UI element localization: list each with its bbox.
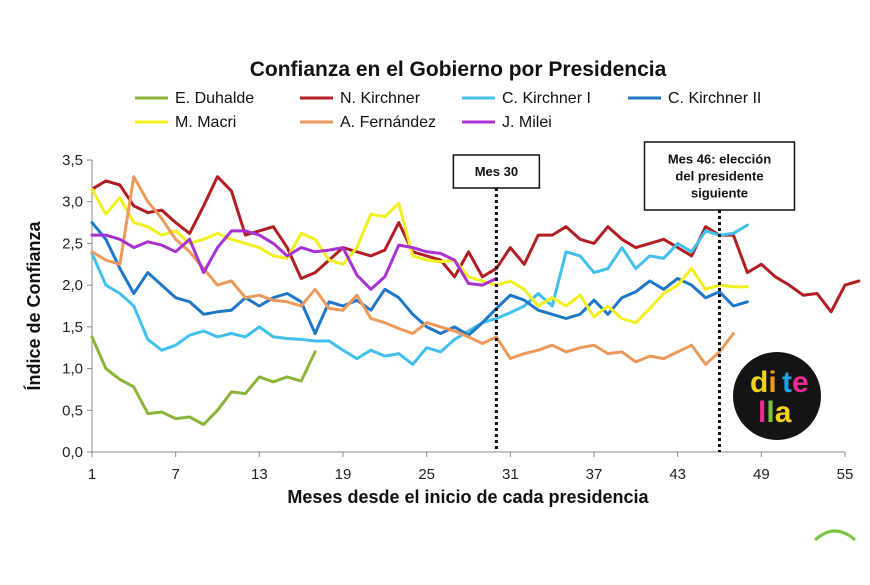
annotation-layer: Mes 30 Mes 46: elección del presidente sigu… (452, 141, 796, 452)
x-axis-title: Meses desde el inicio de cada presidenci… (287, 487, 649, 507)
series-line-e-duhalde (90, 335, 317, 426)
annotation-text: del presidente (675, 169, 763, 184)
x-tick-label: 31 (502, 466, 519, 483)
y-tick-label: 2,0 (62, 277, 83, 294)
y-tick-label: 1,0 (62, 361, 83, 378)
series-line-m-macri (90, 187, 749, 325)
y-tick-label: 0,0 (62, 444, 83, 461)
x-tick-label: 55 (837, 466, 854, 483)
legend: E. Duhalde N. Kirchner C. Kirchner I C. Kir… (135, 90, 761, 131)
ticks: 0,0 0,5 1,0 1,5 2,0 2,5 3,0 3,5 1 7 13 19 25 31 37 43 49… (62, 152, 853, 483)
x-tick-label: 7 (171, 466, 179, 483)
legend-label-c-kirchner-ii: C. Kirchner II (668, 90, 761, 107)
logo-text-lla: lla (758, 396, 792, 429)
legend-label-j-milei: J. Milei (502, 114, 552, 131)
series-line-c-kirchner-ii (90, 221, 749, 337)
y-tick-label: 1,5 (62, 319, 83, 336)
x-tick-label: 49 (753, 466, 770, 483)
annotation-text: Mes 46: elección (668, 152, 771, 167)
legend-label-e-duhalde: E. Duhalde (175, 90, 254, 107)
x-tick-label: 25 (418, 466, 435, 483)
logo-text-di: di (750, 366, 777, 399)
series-line-j-milei (90, 229, 498, 291)
x-tick-label: 43 (669, 466, 686, 483)
x-tick-label: 19 (335, 466, 352, 483)
y-tick-label: 2,5 (62, 235, 83, 252)
annotation-text: Mes 30 (475, 164, 518, 179)
annotation-text: siguiente (691, 186, 748, 201)
legend-label-a-fernandez: A. Fernández (340, 114, 436, 131)
y-tick-label: 3,0 (62, 194, 83, 211)
legend-label-n-kirchner: N. Kirchner (340, 90, 421, 107)
x-tick-label: 13 (251, 466, 268, 483)
corner-arc-decoration (813, 529, 857, 542)
series-line-c-kirchner-i (90, 223, 749, 366)
series-layer (90, 175, 861, 426)
x-tick-label: 1 (88, 466, 96, 483)
y-tick-label: 0,5 (62, 402, 83, 419)
chart-title: Confianza en el Gobierno por Presidencia (250, 58, 667, 81)
annotation-box (452, 154, 541, 189)
logo-circle (733, 352, 821, 440)
ditella-logo: di te lla (733, 352, 821, 440)
legend-label-m-macri: M. Macri (175, 114, 236, 131)
y-tick-label: 3,5 (62, 152, 83, 169)
y-axis-title: Índice de Confianza (23, 221, 44, 391)
legend-label-c-kirchner-i: C. Kirchner I (502, 90, 591, 107)
x-tick-label: 37 (586, 466, 603, 483)
annotation-box (643, 141, 796, 211)
logo-text-te: te (782, 366, 809, 399)
